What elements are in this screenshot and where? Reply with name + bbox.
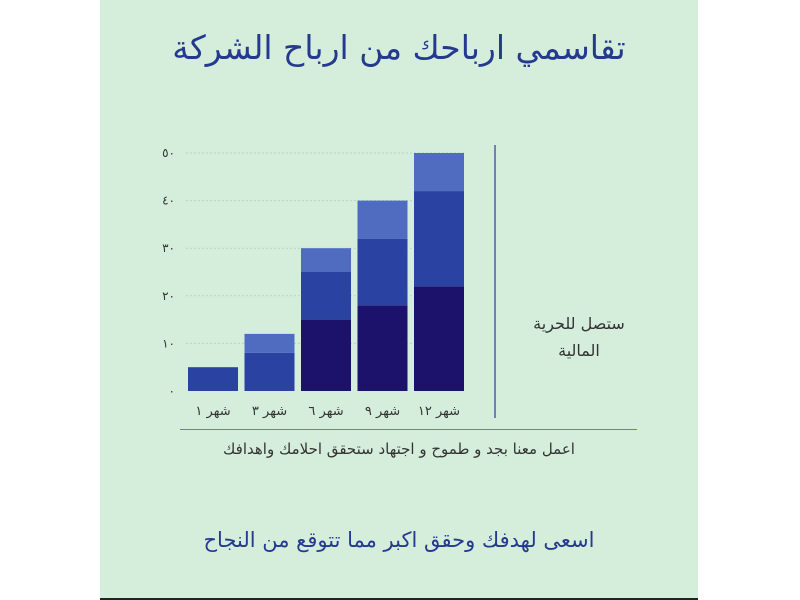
page-title: تقاسمي ارباحك من ارباح الشركة — [172, 28, 626, 67]
bar-segment — [414, 191, 464, 287]
bar-segment — [357, 238, 408, 306]
tagline: اعمل معنا بجد و طموح و اجتهاد ستحقق احلا… — [223, 440, 575, 458]
bar-segment — [414, 153, 464, 192]
y-tick-label: ٠ — [169, 384, 175, 398]
bottom-border — [100, 598, 698, 600]
bar-segment — [414, 286, 464, 391]
x-tick-label: شهر ٣ — [252, 404, 287, 419]
bar-segment — [301, 319, 351, 391]
bar-segment — [244, 352, 295, 391]
bar-segment — [301, 248, 351, 272]
bar-segment — [188, 367, 238, 391]
x-tick-label: شهر ٦ — [308, 404, 343, 419]
poster-card: تقاسمي ارباحك من ارباح الشركة ٠ ١٠ ٢٠ ٣٠ ٤٠ ٥… — [100, 0, 698, 598]
x-tick-label: شهر ٩ — [365, 404, 400, 419]
bar-segment — [301, 272, 351, 320]
x-tick-label: شهر ١ — [195, 404, 230, 419]
y-tick-label: ٢٠ — [162, 289, 175, 303]
footer-slogan: اسعى لهدفك وحقق اكبر مما تتوقع من النجاح — [203, 528, 595, 552]
y-tick-label: ٥٠ — [162, 146, 175, 160]
bar-segment — [357, 200, 408, 239]
side-caption: ستصل للحرية المالية — [533, 314, 625, 360]
y-tick-label: ١٠ — [162, 336, 175, 350]
bar-segment — [357, 305, 408, 391]
bar-segment — [244, 333, 295, 353]
y-tick-label: ٣٠ — [162, 241, 175, 255]
y-tick-label: ٤٠ — [162, 194, 175, 208]
x-tick-label: شهر ١٢ — [418, 404, 460, 419]
bar-chart: ٠ ١٠ ٢٠ ٣٠ ٤٠ ٥٠ شهر ١ شهر ٣ شهر ٦ شهر ٩ شهر ١٢ — [162, 145, 637, 430]
